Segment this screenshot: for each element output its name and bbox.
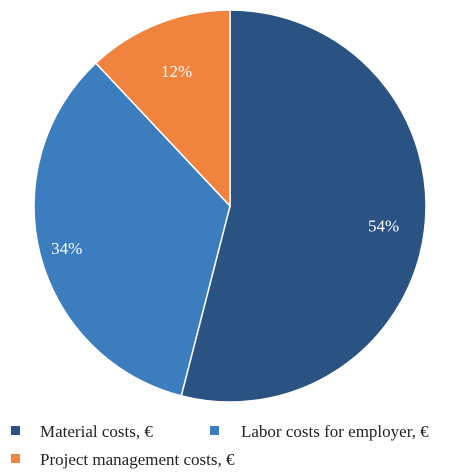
slice-label-project-management: 12% [161, 62, 192, 81]
legend: Material costs, € Labor costs for employ… [11, 422, 429, 469]
legend-swatch-material [11, 426, 20, 435]
legend-swatch-labor [210, 426, 219, 435]
legend-label-project-management: Project management costs, € [40, 450, 235, 469]
legend-item-material: Material costs, € [11, 422, 153, 441]
pie-slice-project-management [94, 9, 231, 208]
pie-slice-labor [33, 62, 231, 397]
pie-slice-material [180, 9, 427, 403]
legend-label-labor: Labor costs for employer, € [241, 422, 429, 441]
legend-item-labor: Labor costs for employer, € [210, 422, 429, 441]
legend-swatch-project-management [11, 454, 20, 463]
slice-label-labor: 34% [51, 239, 82, 258]
slice-labels: 54% 34% 12% [51, 62, 399, 258]
pie-slices [33, 9, 427, 403]
legend-item-project-management: Project management costs, € [11, 450, 235, 469]
legend-label-material: Material costs, € [40, 422, 153, 441]
slice-label-material: 54% [368, 216, 399, 235]
